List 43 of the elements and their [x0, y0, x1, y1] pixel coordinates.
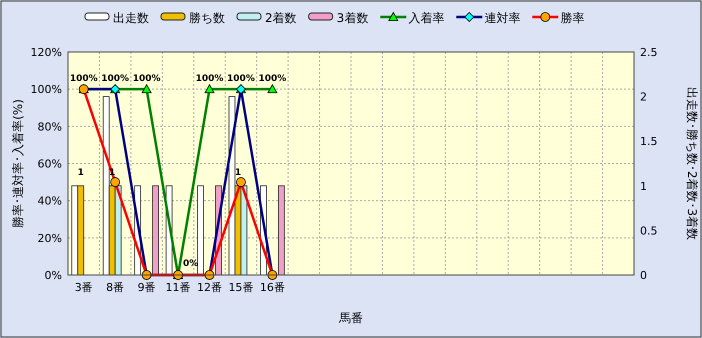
data-label: 100% — [258, 74, 286, 84]
x-tick-label: 16番 — [260, 281, 285, 294]
data-label: 1 — [78, 168, 84, 178]
point — [142, 84, 152, 94]
y-tick-label: 20% — [38, 232, 62, 245]
legend-label: 入着率 — [408, 11, 444, 25]
data-label: 100% — [227, 74, 255, 84]
x-axis-title: 馬番 — [338, 311, 363, 325]
y-tick-label: 120% — [30, 46, 62, 59]
legend-label: 勝率 — [560, 11, 584, 25]
y2-tick-label: 2 — [640, 90, 647, 104]
x-tick-label: 15番 — [228, 281, 254, 294]
y-tick-label: 0% — [44, 269, 62, 282]
point — [204, 84, 214, 94]
y-tick-label: 40% — [38, 194, 62, 208]
x-tick-label: 3番 — [74, 281, 93, 294]
legend-label: 連対率 — [484, 11, 520, 25]
point — [267, 84, 278, 94]
data-label: 1 — [234, 168, 242, 178]
point — [110, 177, 120, 187]
y-tick-label: 100% — [30, 83, 62, 96]
legend-label: 勝ち数 — [189, 11, 225, 25]
y2-tick-label: 1 — [640, 180, 647, 193]
y2-axis-title: 出走数･勝ち数･2着数･3着数 — [685, 86, 699, 240]
y-tick-label: 60% — [38, 158, 62, 170]
y2-tick-label: 1.5 — [640, 135, 658, 148]
data-label: 100% — [196, 74, 224, 84]
x-tick-label: 12番 — [197, 281, 222, 294]
x-tick-label: 11番 — [166, 281, 191, 294]
x-tick-label: 8番 — [106, 281, 124, 294]
data-label: 100% — [132, 74, 161, 84]
point — [236, 177, 246, 187]
y-axis-title: 勝率･連対率･入着率(%) — [11, 99, 25, 228]
data-label: 100% — [70, 74, 98, 84]
data-label: 100% — [101, 74, 130, 84]
y2-tick-label: 0 — [640, 269, 647, 282]
y-tick-label: 80% — [38, 120, 62, 134]
y2-tick-label: 2.5 — [640, 46, 658, 59]
legend-label: 2着数 — [265, 11, 297, 25]
y2-tick-label: 0.5 — [640, 224, 658, 238]
x-tick-label: 9番 — [138, 281, 156, 294]
legend-label: 3着数 — [336, 11, 368, 25]
legend-label: 出走数 — [113, 11, 149, 25]
